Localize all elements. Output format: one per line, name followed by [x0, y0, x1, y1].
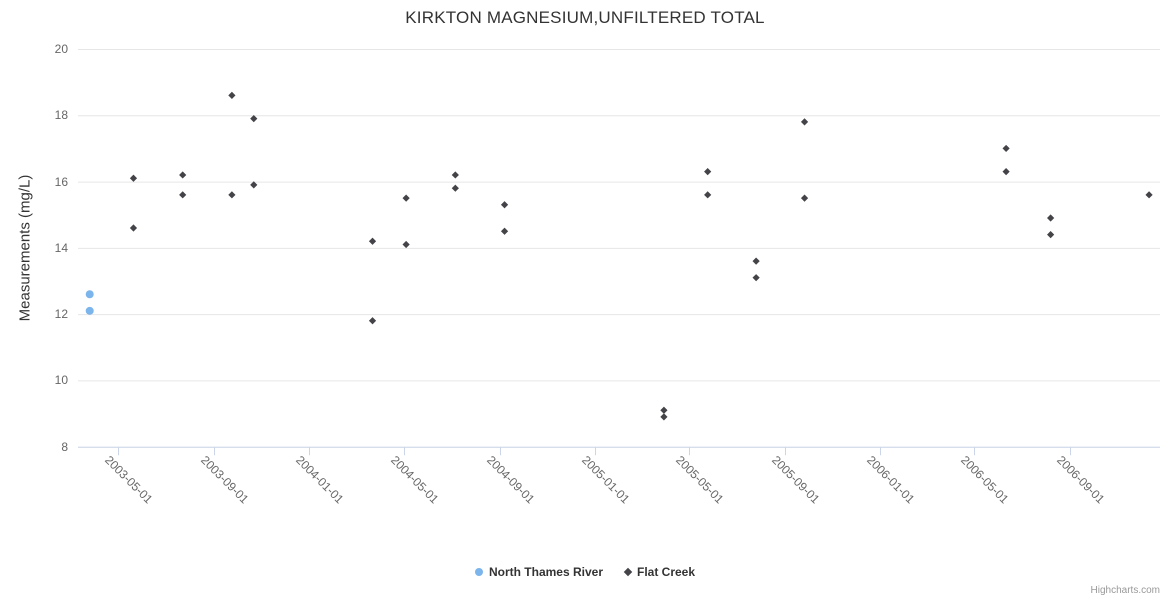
data-point[interactable]: [368, 237, 377, 245]
data-point[interactable]: [368, 317, 377, 325]
data-point[interactable]: [451, 171, 459, 179]
data-point[interactable]: [85, 290, 94, 299]
data-point[interactable]: [129, 224, 138, 232]
data-point[interactable]: [704, 191, 712, 199]
data-point[interactable]: [228, 191, 236, 199]
data-point[interactable]: [660, 406, 668, 414]
data-point[interactable]: [752, 274, 760, 282]
diamond-marker-icon: [623, 567, 633, 577]
legend-label: North Thames River: [488, 565, 603, 579]
data-point[interactable]: [1047, 230, 1055, 239]
data-point[interactable]: [179, 191, 187, 199]
y-axis-label: 12: [54, 307, 68, 322]
data-point[interactable]: [402, 240, 410, 249]
y-axis-label: 8: [61, 439, 68, 454]
legend-label: Flat Creek: [637, 565, 696, 579]
y-axis-label: 16: [54, 174, 68, 189]
data-point[interactable]: [500, 227, 509, 235]
data-point[interactable]: [1002, 144, 1010, 153]
data-point[interactable]: [451, 184, 459, 192]
data-point[interactable]: [800, 118, 809, 126]
data-point[interactable]: [85, 306, 94, 315]
y-axis-label: 18: [54, 108, 68, 123]
circle-marker-icon: [474, 568, 483, 576]
chart-title: KIRKTON MAGNESIUM,UNFILTERED TOTAL: [405, 8, 765, 27]
y-axis-label: 14: [54, 240, 68, 255]
legend-item-flat-creek[interactable]: Flat Creek: [623, 565, 696, 579]
data-point[interactable]: [228, 91, 236, 99]
data-point[interactable]: [752, 257, 760, 265]
legend-item-north-thames-river[interactable]: North Thames River: [474, 565, 603, 579]
legend: North Thames River Flat Creek: [0, 561, 1170, 583]
data-point[interactable]: [1047, 214, 1055, 222]
data-point[interactable]: [1145, 191, 1153, 199]
data-point[interactable]: [800, 194, 809, 202]
data-point[interactable]: [250, 114, 258, 123]
data-point[interactable]: [179, 171, 187, 179]
data-point[interactable]: [660, 413, 668, 421]
data-point[interactable]: [129, 174, 138, 182]
data-point[interactable]: [250, 181, 258, 189]
highcharts-credit[interactable]: Highcharts.com: [1090, 585, 1160, 596]
y-axis-label: 10: [54, 373, 68, 388]
data-point[interactable]: [402, 194, 410, 202]
data-point[interactable]: [704, 168, 712, 176]
y-axis-label: 20: [54, 42, 68, 56]
data-point[interactable]: [1002, 168, 1010, 176]
data-point[interactable]: [500, 201, 509, 209]
